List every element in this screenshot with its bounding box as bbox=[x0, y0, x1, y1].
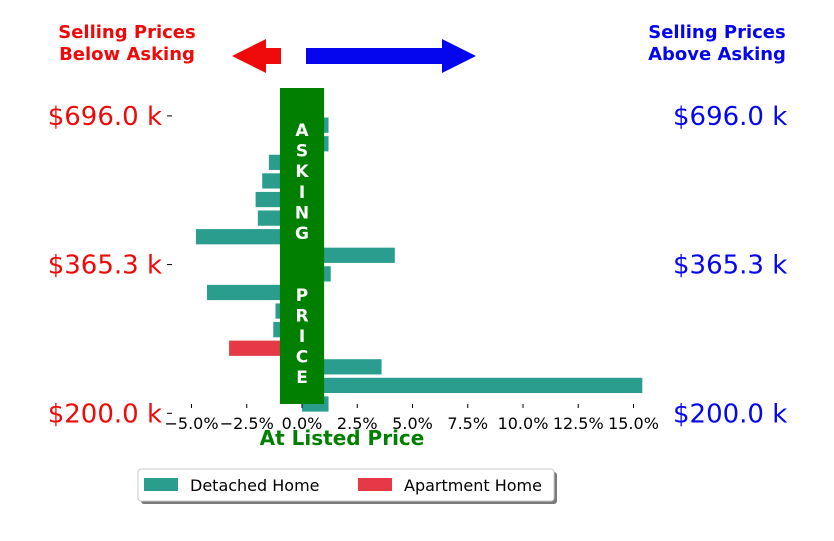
y-tick-label-right-1: $365.3 k bbox=[673, 251, 787, 281]
y-tick-label-left-1: $365.3 k bbox=[48, 251, 162, 281]
x-tick-label-1: −2.5% bbox=[220, 414, 274, 433]
above-asking-title-line1: Selling Prices bbox=[648, 22, 785, 43]
asking-letter-1: S bbox=[296, 142, 308, 162]
y-tick-labels: $696.0 k $696.0 k $365.3 k $365.3 k $200.0 k… bbox=[48, 102, 788, 429]
asking-letter-2: K bbox=[295, 162, 309, 182]
legend-swatch-detached bbox=[144, 478, 178, 491]
x-tick-label-2: 0.0% bbox=[282, 414, 323, 433]
below-asking-title-line1: Selling Prices bbox=[58, 22, 195, 43]
left-arrow-icon bbox=[232, 39, 281, 73]
asking-letter-3: I bbox=[299, 183, 305, 203]
asking-letter-0: A bbox=[295, 121, 309, 141]
x-tick-label-8: 15.0% bbox=[608, 414, 659, 433]
asking-letter-10: I bbox=[299, 327, 305, 347]
y-tick-label-left-0: $696.0 k bbox=[48, 102, 162, 132]
y-tick-label-right-2: $200.0 k bbox=[673, 399, 787, 429]
legend: Detached Home Apartment Home bbox=[137, 468, 557, 504]
asking-letter-12: E bbox=[296, 368, 308, 388]
x-tick-label-4: 5.0% bbox=[392, 414, 433, 433]
x-tick-label-3: 2.5% bbox=[337, 414, 378, 433]
asking-letter-4: N bbox=[295, 203, 309, 223]
asking-letter-11: C bbox=[296, 348, 308, 368]
x-axis-label: At Listed Price bbox=[260, 426, 425, 450]
legend-box bbox=[137, 468, 555, 502]
x-tick-label-0: −5.0% bbox=[164, 414, 218, 433]
legend-label-detached: Detached Home bbox=[190, 476, 320, 495]
x-tick-label-7: 12.5% bbox=[553, 414, 604, 433]
x-tick-label-5: 7.5% bbox=[447, 414, 488, 433]
asking-price-band bbox=[279, 88, 325, 404]
asking-letter-9: R bbox=[295, 306, 308, 326]
detached-bar-1 bbox=[302, 377, 643, 394]
right-arrow-icon bbox=[306, 39, 476, 73]
y-tick-label-left-2: $200.0 k bbox=[48, 399, 162, 429]
above-asking-title-line2: Above Asking bbox=[648, 44, 786, 65]
detached-bar-5 bbox=[206, 284, 303, 301]
x-axis-ticks: −5.0% −2.5% 0.0% 2.5% 5.0% 7.5% 10.0% 12.5% 15.0… bbox=[164, 404, 659, 433]
detached-bar-8 bbox=[195, 229, 303, 245]
y-tick-label-right-0: $696.0 k bbox=[673, 102, 787, 132]
x-tick-label-6: 10.0% bbox=[498, 414, 549, 433]
below-asking-title-line2: Below Asking bbox=[59, 44, 195, 65]
legend-swatch-apartment bbox=[358, 478, 392, 491]
asking-letter-5: G bbox=[295, 224, 309, 244]
detached-bar-7 bbox=[302, 247, 395, 263]
asking-letter-8: P bbox=[296, 286, 308, 306]
bars-layer bbox=[195, 117, 643, 412]
legend-label-apartment: Apartment Home bbox=[404, 476, 542, 495]
